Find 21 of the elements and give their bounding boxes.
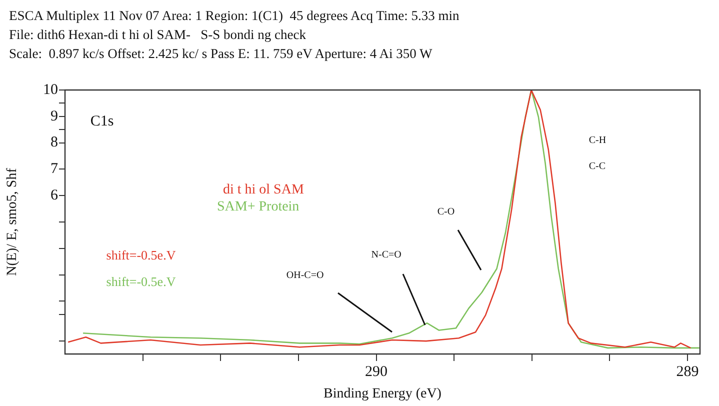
- y-axis-title: N(E)/ E, smo5, Shf: [5, 168, 20, 276]
- annotation: shift=-0.5e.V: [106, 274, 176, 290]
- annotation: C-C: [588, 161, 606, 172]
- y-tick-label: 10: [43, 82, 58, 98]
- x-tick-label: 290: [365, 364, 388, 380]
- x-axis-title: Binding Energy (eV): [324, 386, 442, 402]
- annotation: C-O: [437, 206, 455, 218]
- chart-title: ESCA Multiplex 11 Nov 07 Area: 1 Region: 1(C1) 45 degrees Acq Time: 5.33 min: [9, 7, 460, 25]
- annotation: C1s: [90, 114, 114, 130]
- annotation: C-H: [588, 134, 606, 146]
- y-tick-label: 9: [50, 108, 58, 124]
- text: SAM+ Protein: [217, 200, 300, 215]
- text: di t hi ol SAM: [223, 182, 304, 198]
- annotation: shift=-0.5e.V: [106, 248, 176, 263]
- annotation: N-C=O: [371, 249, 402, 260]
- y-tick-label: 8: [50, 134, 58, 151]
- x-tick-label: 289: [676, 364, 699, 380]
- y-tick-label: 7: [50, 161, 58, 178]
- chart-subtitle: File: dith6 Hexan-di t hi ol SAM- S-S bondi ng check Scale: 0.897 kc/s Offset: 2.425 kc/ s Pass E: 11. 759 eV Aperture: 4 Ai 350 W: [9, 26, 434, 63]
- annotation: OH-C=O: [286, 270, 324, 282]
- y-tick-label: 6: [50, 188, 58, 204]
